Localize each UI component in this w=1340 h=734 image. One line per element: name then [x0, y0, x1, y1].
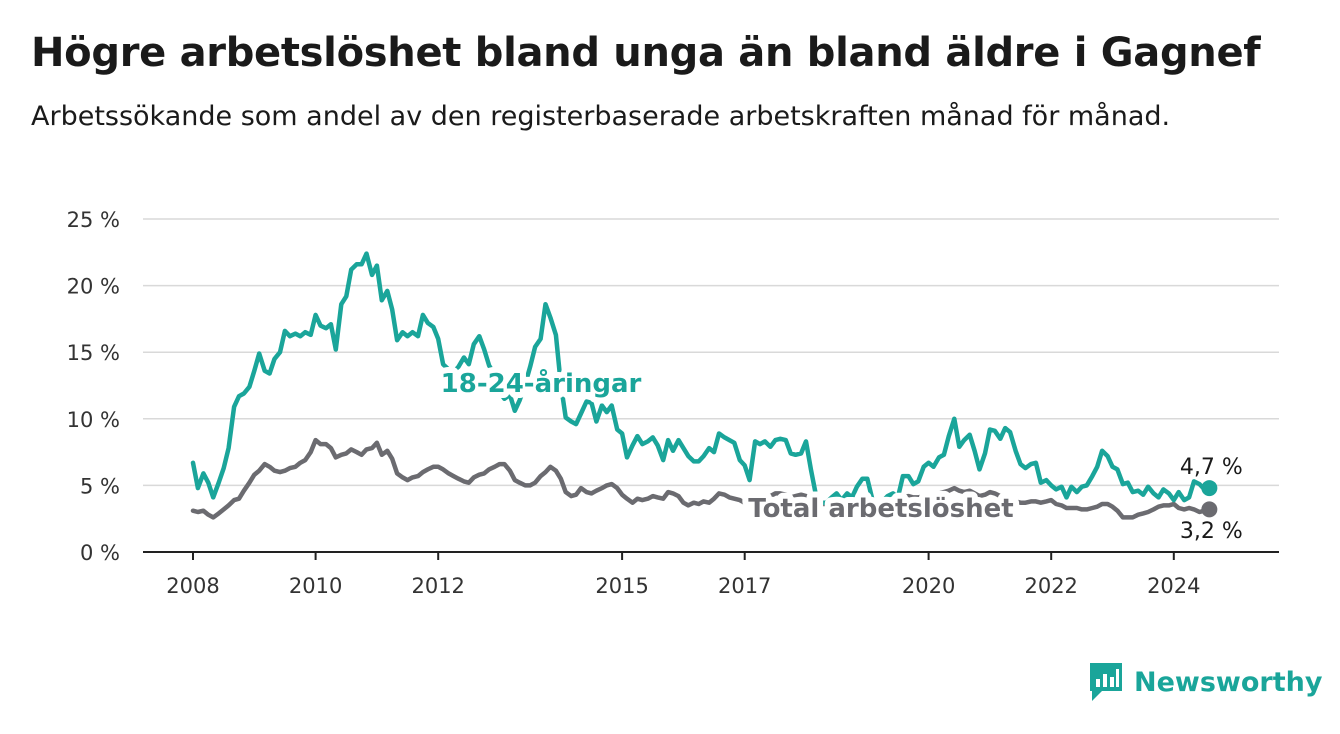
series-label-total-halo: Total arbetslöshet — [748, 494, 1013, 524]
x-tick-label: 2012 — [411, 574, 464, 598]
series-label-youth-halo: 18-24-åringar — [441, 367, 642, 399]
y-tick-label: 10 % — [67, 408, 120, 432]
end-label-total: 3,2 % — [1180, 519, 1243, 544]
axes: 0 % 5 % 10 % 15 % 20 % 25 % 2008 2010 2012 2015 20… — [67, 208, 1279, 598]
y-tick-label: 15 % — [67, 341, 120, 365]
end-dot-youth — [1201, 480, 1218, 497]
x-tick-label: 2020 — [902, 574, 955, 598]
x-tick-label: 2024 — [1147, 574, 1200, 598]
y-tick-label: 25 % — [67, 208, 120, 232]
x-tick-label: 2017 — [718, 574, 771, 598]
y-tick-label: 0 % — [80, 541, 120, 565]
x-tick-label: 2015 — [595, 574, 648, 598]
series-lines — [190, 251, 1218, 520]
bar-chart-logo-icon — [1090, 663, 1122, 701]
end-dot-total — [1201, 501, 1218, 518]
end-label-youth: 4,7 % — [1180, 455, 1243, 480]
gridlines — [143, 218, 1279, 487]
x-tick-label: 2022 — [1024, 574, 1077, 598]
y-tick-label: 20 % — [67, 275, 120, 299]
x-tick-label: 2008 — [166, 574, 219, 598]
series-label-youth: 18-24-åringar — [441, 367, 642, 399]
series-line-total — [190, 437, 1212, 520]
series-label-total: Total arbetslöshet — [748, 494, 1013, 524]
x-tick-label: 2010 — [289, 574, 342, 598]
newsworthy-logo: Newsworthy — [1088, 660, 1322, 704]
chart-title: Högre arbetslöshet bland unga än bland ä… — [31, 30, 1261, 76]
chart-subtitle: Arbetssökande som andel av den registerb… — [31, 101, 1171, 132]
y-tick-label: 5 % — [80, 474, 120, 498]
brand-name: Newsworthy — [1134, 666, 1323, 698]
series-line-youth — [190, 251, 1212, 507]
